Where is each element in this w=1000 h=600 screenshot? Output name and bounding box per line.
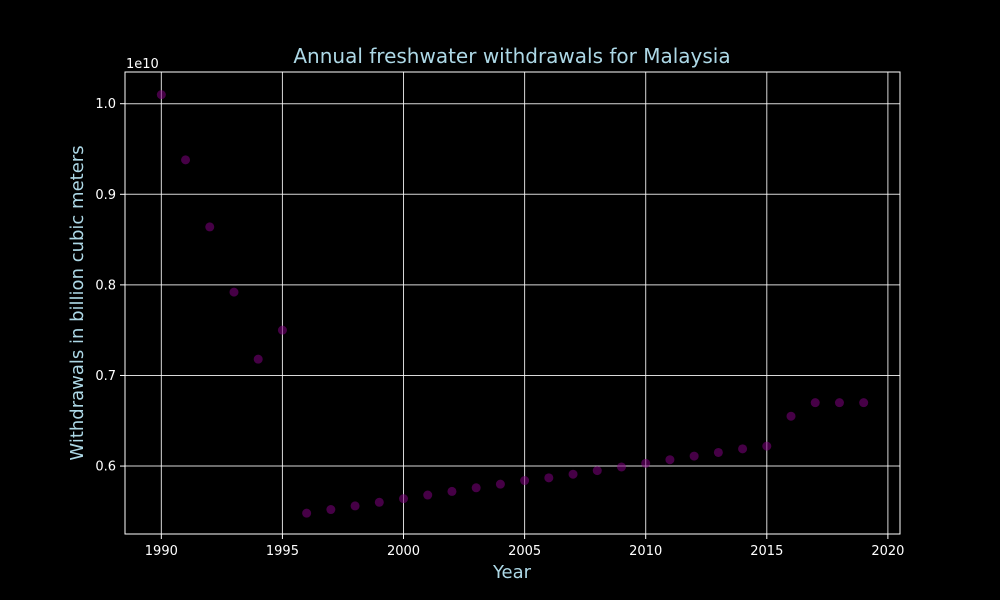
y-axis-offset-label: 1e10 [126,57,159,72]
chart-title: Annual freshwater withdrawals for Malays… [293,44,730,68]
data-point [665,455,675,465]
data-point [810,398,820,408]
data-point [156,90,166,100]
data-point [616,462,626,472]
data-point [689,451,699,461]
data-point [326,505,336,515]
data-point [229,287,239,297]
data-point [253,354,263,364]
x-tick-label: 1990 [145,544,178,559]
y-tick-label: 0.9 [95,188,116,203]
x-axis-label: Year [492,562,532,583]
data-point [762,441,772,451]
x-tick-label: 2000 [387,544,420,559]
x-tick-label: 1995 [266,544,299,559]
data-point [544,473,554,483]
data-point [592,466,602,476]
data-point [859,398,869,408]
x-tick-label: 2020 [871,544,904,559]
x-tick-label: 2010 [629,544,662,559]
plot-frame [124,71,901,535]
data-point [181,155,191,165]
data-point [399,494,409,504]
data-point [423,490,433,500]
x-tick-label: 2015 [750,544,783,559]
data-point [568,469,578,479]
x-tick-label: 2005 [508,544,541,559]
y-tick-label: 0.6 [95,460,116,475]
data-point [447,486,457,496]
data-point [713,447,723,457]
data-point [277,325,287,335]
y-axis-label: Withdrawals in billion cubic meters [67,145,88,460]
data-point [520,476,530,486]
data-point [374,497,384,507]
y-tick-label: 0.8 [95,278,116,293]
data-point [471,483,481,493]
data-point [641,458,651,468]
grid [125,72,900,534]
data-point [350,501,360,511]
data-points [156,90,869,518]
axis-ticks: 1990 1995 2000 2005 2010 2015 2020 0.6 0.7 0.8 0.9… [95,97,904,559]
data-point [205,222,215,232]
data-point [302,508,312,518]
data-point [834,398,844,408]
data-point [738,444,748,454]
y-tick-label: 0.7 [95,369,116,384]
data-point [495,479,505,489]
y-tick-label: 1.0 [95,97,116,112]
data-point [786,411,796,421]
